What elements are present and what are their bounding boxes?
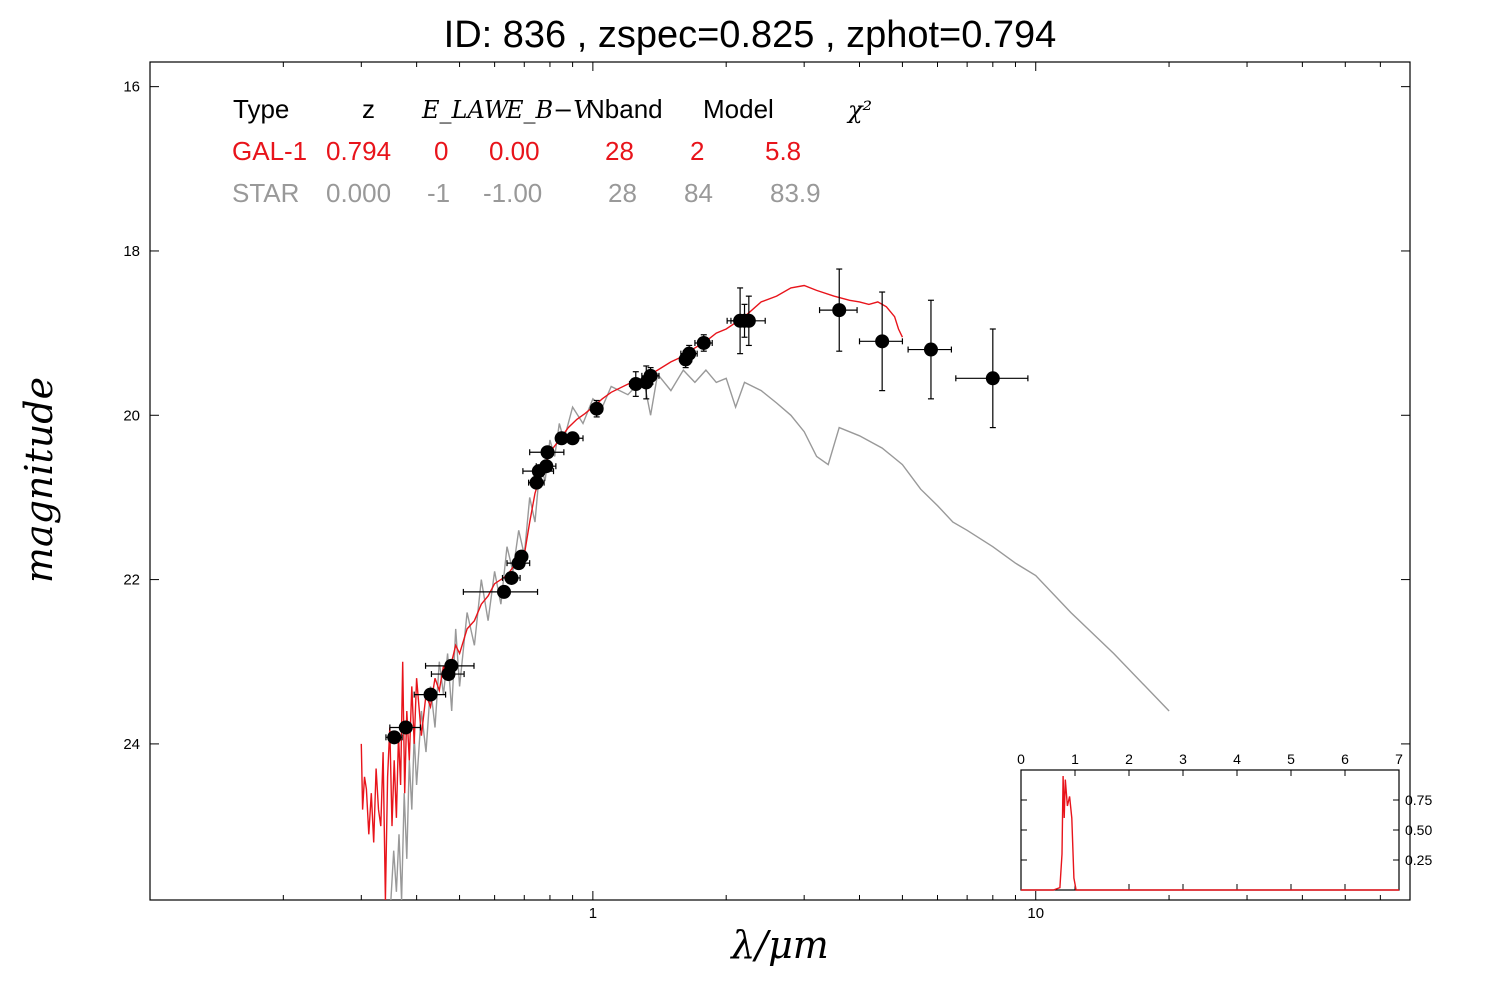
photometry-point xyxy=(589,401,604,416)
gal-type: GAL-1 xyxy=(232,136,307,166)
pdz-inset: 0 1 2 3 4 5 6 7 0.25 0.50 0.75 xyxy=(1017,751,1432,891)
galaxy-sed-line xyxy=(360,284,904,901)
photometry-point xyxy=(423,687,438,702)
y-axis-label: magnitude xyxy=(17,377,61,583)
photometry-point xyxy=(398,720,413,735)
photometry-point xyxy=(628,377,643,392)
photometry-point xyxy=(497,584,512,599)
inset-x-tick-label: 5 xyxy=(1287,751,1295,767)
star-model: 84 xyxy=(684,178,713,208)
photometry-point xyxy=(643,368,658,383)
photometry-point xyxy=(504,570,519,585)
hdr-model: Model xyxy=(703,94,774,124)
hdr-type: Type xyxy=(233,94,289,124)
photometry-points xyxy=(385,268,1029,745)
plot-frame xyxy=(149,61,1411,901)
inset-x-tick-label: 6 xyxy=(1341,751,1349,767)
gal-elaw: 0 xyxy=(434,136,448,166)
hdr-ebv: E_B−V xyxy=(505,96,593,124)
hdr-chi2: χ² xyxy=(846,96,872,124)
gal-chi2: 5.8 xyxy=(765,136,801,166)
inset-x-tick-label: 2 xyxy=(1125,751,1133,767)
gal-z: 0.794 xyxy=(326,136,391,166)
inset-ticks: 0 1 2 3 4 5 6 7 0.25 0.50 0.75 xyxy=(1017,751,1432,890)
photometry-point xyxy=(565,431,580,446)
y-tick-label: 18 xyxy=(123,243,140,260)
photometry-point xyxy=(529,475,544,490)
photometry-point xyxy=(444,658,459,673)
star-chi2: 83.9 xyxy=(770,178,821,208)
x-axis-label: λ/μm xyxy=(729,923,829,967)
y-tick-label: 20 xyxy=(123,407,140,424)
star-elaw: -1 xyxy=(427,178,450,208)
hdr-z: z xyxy=(362,94,375,124)
photometry-point xyxy=(682,346,697,361)
star-ebv: -1.00 xyxy=(483,178,542,208)
pdz-line xyxy=(1021,775,1399,891)
gal-nband: 28 xyxy=(605,136,634,166)
x-tick-label: 10 xyxy=(1027,905,1044,922)
y-tick-label: 16 xyxy=(123,79,140,96)
x-tick-label: 1 xyxy=(589,905,597,922)
star-nband: 28 xyxy=(608,178,637,208)
gal-model: 2 xyxy=(690,136,704,166)
inset-frame xyxy=(1020,769,1400,891)
photometry-point xyxy=(540,445,555,460)
photometry-point xyxy=(539,459,554,474)
photometry-point xyxy=(832,303,847,318)
hdr-elaw: E_LAW xyxy=(421,96,511,124)
photometry-point xyxy=(741,313,756,328)
fit-table: Type z E_LAW E_B−V Nband Model χ² GAL-1 … xyxy=(232,94,872,208)
photometry-point xyxy=(875,334,890,349)
y-tick-label: 24 xyxy=(123,736,140,753)
inset-y-tick-label: 0.50 xyxy=(1405,822,1432,838)
inset-x-tick-label: 7 xyxy=(1395,751,1403,767)
chart-title: ID: 836 , zspec=0.825 , zphot=0.794 xyxy=(443,14,1057,56)
inset-x-tick-label: 1 xyxy=(1071,751,1079,767)
inset-pdz-curve xyxy=(1021,775,1399,891)
fit-row-gal: GAL-1 0.794 0 0.00 28 2 5.8 xyxy=(232,136,801,166)
inset-x-tick-label: 3 xyxy=(1179,751,1187,767)
star-z: 0.000 xyxy=(326,178,391,208)
inset-x-tick-label: 0 xyxy=(1017,751,1025,767)
inset-x-tick-label: 4 xyxy=(1233,751,1241,767)
photometry-point xyxy=(387,730,402,745)
photometry-point xyxy=(696,335,711,350)
star-type: STAR xyxy=(232,178,299,208)
photometry-point xyxy=(514,549,529,564)
hdr-nband: Nband xyxy=(586,94,663,124)
photometry-point xyxy=(923,342,938,357)
inset-y-tick-label: 0.75 xyxy=(1405,792,1432,808)
photometry-point xyxy=(985,371,1000,386)
y-tick-label: 22 xyxy=(123,572,140,589)
gal-ebv: 0.00 xyxy=(489,136,540,166)
fit-row-star: STAR 0.000 -1 -1.00 28 84 83.9 xyxy=(232,178,821,208)
inset-y-tick-label: 0.25 xyxy=(1405,852,1432,868)
